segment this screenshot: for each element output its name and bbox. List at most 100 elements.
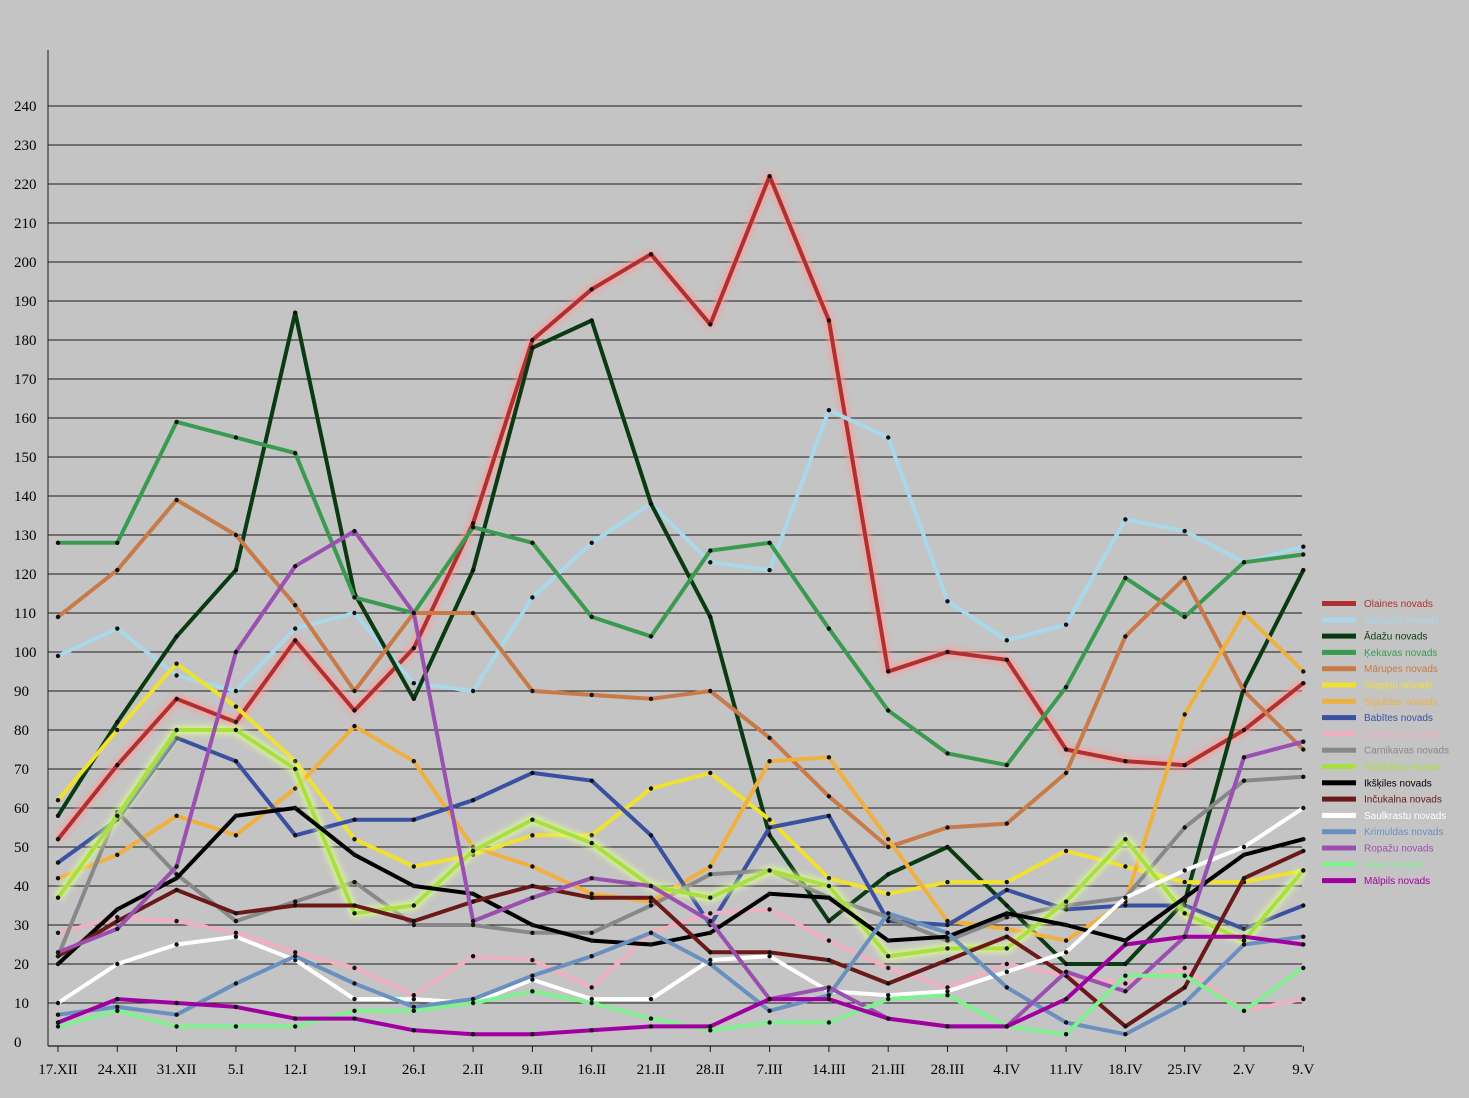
data-point: [1123, 759, 1128, 764]
data-point: [945, 946, 950, 951]
data-point: [826, 794, 832, 799]
data-point: [589, 614, 594, 620]
data-point: [886, 911, 891, 916]
data-point: [589, 318, 594, 323]
y-tick-label: 200: [14, 255, 37, 271]
data-point: [1241, 926, 1247, 932]
data-point: [530, 817, 535, 822]
data-point: [470, 610, 476, 616]
data-point: [1182, 911, 1187, 916]
y-tick-label: 110: [14, 606, 36, 622]
data-point: [708, 961, 713, 967]
data-point: [589, 954, 594, 959]
data-point: [293, 805, 298, 811]
data-point: [233, 813, 239, 818]
data-point: [174, 696, 179, 701]
data-point: [826, 318, 832, 323]
data-point: [1063, 969, 1069, 974]
legend-swatch: [1322, 666, 1356, 672]
data-point: [708, 614, 713, 620]
data-point: [352, 1016, 357, 1021]
data-point: [1301, 739, 1306, 744]
data-point: [708, 688, 713, 694]
data-point: [1063, 1032, 1069, 1037]
data-point: [826, 996, 832, 1002]
data-point: [1063, 899, 1069, 904]
legend-label: Inčukalna novads: [1364, 795, 1442, 806]
data-point: [55, 540, 61, 545]
legend-label: Babītes novads: [1364, 713, 1433, 724]
x-tick-label: 28.II: [696, 1062, 725, 1078]
data-point: [945, 922, 950, 928]
series-line: [56, 310, 1306, 966]
data-point: [293, 310, 298, 315]
data-point: [55, 813, 61, 818]
data-point: [767, 759, 772, 764]
data-point: [1241, 560, 1247, 565]
data-point: [1301, 903, 1306, 908]
data-point: [945, 649, 950, 655]
data-point: [174, 634, 179, 639]
data-point: [1004, 762, 1009, 768]
data-point: [945, 825, 950, 830]
data-point: [1004, 985, 1009, 990]
y-tick-label: 30: [14, 918, 29, 934]
data-point: [886, 981, 891, 986]
data-point: [352, 965, 357, 971]
data-point: [233, 567, 239, 573]
data-point: [1123, 989, 1128, 994]
data-point: [470, 996, 476, 1002]
data-point: [767, 907, 772, 912]
series-line: [56, 848, 1306, 1029]
data-point: [1123, 837, 1128, 842]
legend-swatch: [1322, 796, 1356, 802]
data-point: [470, 798, 476, 803]
y-tick-label: 140: [14, 489, 37, 505]
data-point: [767, 891, 772, 896]
data-point: [648, 1024, 654, 1029]
data-point: [293, 899, 298, 904]
data-point: [411, 918, 416, 924]
data-point: [1301, 669, 1306, 674]
data-point: [352, 996, 357, 1002]
data-point: [826, 957, 832, 963]
data-point: [174, 727, 179, 733]
data-point: [470, 954, 476, 959]
data-point: [115, 1004, 120, 1010]
data-point: [1301, 544, 1306, 549]
data-point: [1004, 887, 1009, 893]
data-point: [530, 345, 535, 350]
data-point: [530, 883, 535, 889]
data-point: [1004, 969, 1009, 974]
data-point: [1123, 981, 1128, 986]
data-point: [1123, 961, 1128, 967]
data-point: [826, 876, 832, 881]
data-point: [530, 540, 535, 545]
data-point: [293, 638, 298, 643]
data-point: [352, 852, 357, 857]
series-line: [56, 728, 1306, 959]
data-point: [293, 950, 298, 955]
data-point: [886, 872, 891, 877]
data-point: [233, 688, 239, 694]
data-point: [293, 564, 298, 569]
data-point: [1123, 864, 1128, 869]
series-13: [55, 848, 1306, 1029]
x-tick-label: 4.IV: [993, 1062, 1020, 1078]
data-point: [648, 930, 654, 935]
y-tick-label: 80: [14, 723, 29, 739]
data-point: [293, 786, 298, 791]
data-point: [1063, 938, 1069, 943]
series-5: [55, 497, 1306, 850]
data-point: [708, 1028, 713, 1033]
data-point: [648, 1016, 654, 1021]
data-point: [55, 961, 61, 967]
legend-swatch: [1322, 829, 1356, 835]
data-point: [1301, 965, 1306, 971]
data-point: [648, 996, 654, 1002]
legend-label: Ikšķiles novads: [1364, 778, 1432, 789]
data-point: [115, 727, 120, 733]
data-point: [530, 957, 535, 963]
data-point: [352, 723, 357, 729]
data-point: [1301, 848, 1306, 854]
